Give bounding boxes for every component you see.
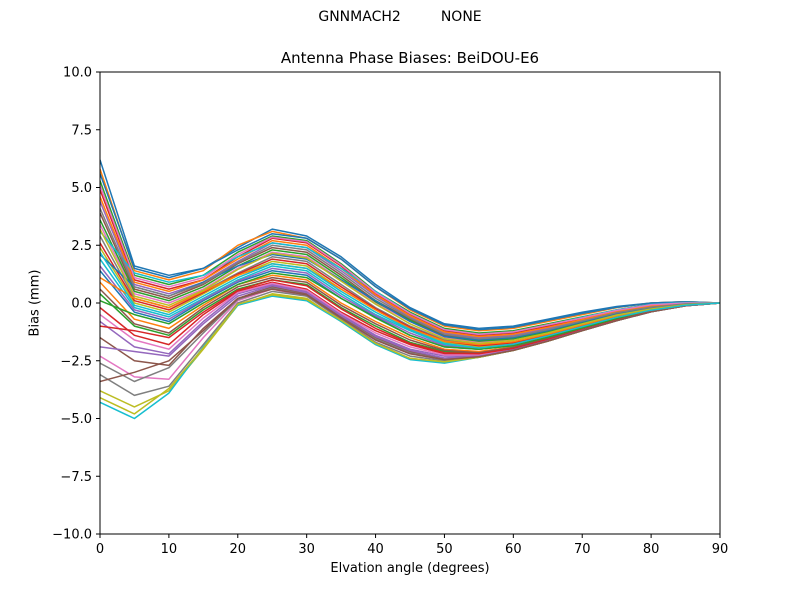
- series-line-32: [100, 272, 720, 350]
- y-tick-label: −7.5: [60, 470, 92, 485]
- series-line-20: [100, 173, 720, 331]
- series-line-39: [100, 251, 720, 349]
- series-line-35: [100, 288, 720, 383]
- series-line-21: [100, 196, 720, 338]
- x-tick-label: 80: [643, 542, 660, 557]
- series-line-31: [100, 262, 720, 346]
- x-tick-label: 70: [574, 542, 591, 557]
- chart-title: Antenna Phase Biases: BeiDOU-E6: [280, 49, 540, 67]
- x-axis-label: Elvation angle (degrees): [330, 561, 490, 576]
- series-line-37: [100, 207, 720, 340]
- y-tick-label: 2.5: [71, 239, 92, 254]
- x-tick-label: 50: [436, 542, 453, 557]
- y-tick-label: 0.0: [71, 297, 92, 312]
- y-tick-label: −10.0: [52, 528, 92, 543]
- x-tick-label: 60: [505, 542, 522, 557]
- series-layer: [100, 159, 720, 420]
- figure-suptitle: GNNMACH2 NONE: [318, 9, 482, 25]
- series-line-30: [100, 253, 720, 341]
- y-tick-label: 5.0: [71, 181, 92, 196]
- series-line-38: [100, 228, 720, 345]
- y-axis-ticks: −10.0 −7.5 −5.0 −2.5 0.0 2.5 5.0 7.5 10.0: [52, 66, 100, 543]
- x-tick-label: 20: [230, 542, 247, 557]
- x-tick-label: 90: [712, 542, 729, 557]
- plot-frame: [99, 71, 721, 535]
- x-tick-label: 10: [161, 542, 178, 557]
- y-tick-label: 10.0: [63, 66, 92, 81]
- x-axis-ticks: 0 10 20 30 40 50 60 70 80 90: [96, 534, 728, 557]
- y-tick-label: 7.5: [71, 123, 92, 138]
- x-tick-label: 40: [367, 542, 384, 557]
- series-line-36: [100, 184, 720, 335]
- x-tick-label: 0: [96, 542, 104, 557]
- x-tick-label: 30: [298, 542, 315, 557]
- y-tick-label: −5.0: [60, 412, 92, 427]
- y-tick-label: −2.5: [60, 354, 92, 369]
